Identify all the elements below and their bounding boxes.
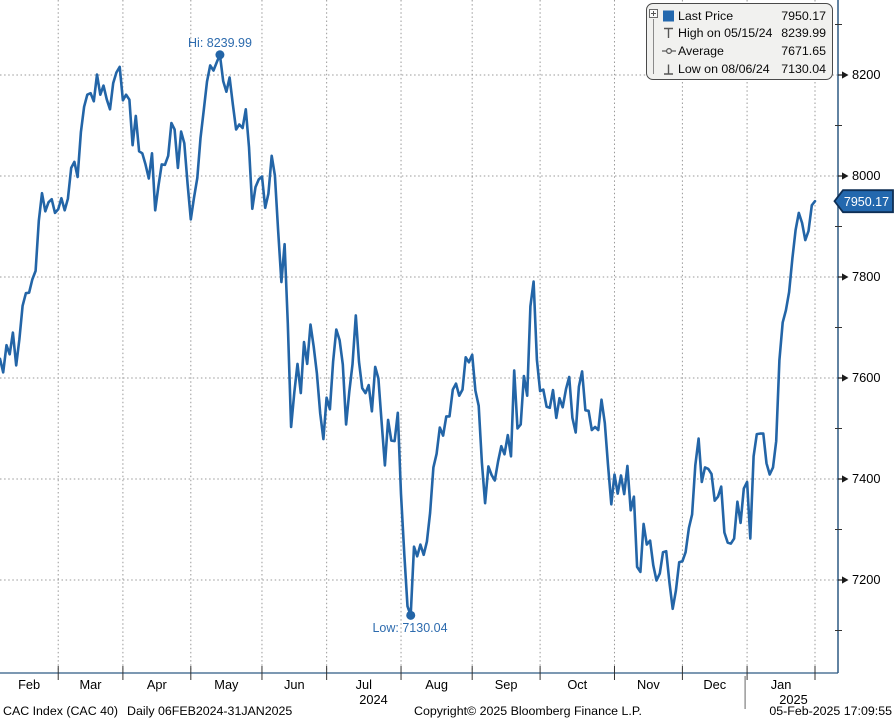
high-annotation: Hi: 8239.99 [188, 36, 252, 50]
y-axis-label: 8000 [852, 168, 881, 183]
low-whisker-icon [661, 62, 678, 76]
legend-value: 7671.65 [781, 43, 826, 58]
legend-value: 7950.17 [781, 8, 826, 23]
legend: Last Price 7950.17 High on 05/15/24 8239… [646, 3, 833, 80]
average-marker-icon [661, 44, 678, 58]
legend-value: 7130.04 [781, 61, 826, 76]
legend-row-last-price: Last Price 7950.17 [647, 7, 832, 25]
y-axis-label: 7800 [852, 269, 881, 284]
legend-collapse-icon[interactable] [649, 9, 658, 18]
y-axis-label: 7600 [852, 370, 881, 385]
x-axis-month-label: Oct [567, 677, 588, 692]
last-price-tag: 7950.17 [843, 195, 890, 209]
timestamp-text: 05-Feb-2025 17:09:55 [769, 704, 892, 718]
x-axis-month-label: Mar [79, 677, 102, 692]
legend-label: High on 05/15/24 [678, 26, 773, 41]
x-axis-month-label: Jun [283, 677, 305, 692]
x-axis-month-label: Apr [146, 677, 167, 692]
legend-row-average: Average 7671.65 [647, 42, 832, 60]
x-axis-month-label: Aug [425, 677, 448, 692]
legend-label: Low on 08/06/24 [678, 61, 770, 76]
range-text: Daily 06FEB2024-31JAN2025 [127, 704, 293, 718]
x-axis-month-label: Dec [703, 677, 727, 692]
security-name: CAC Index (CAC 40) [3, 704, 118, 718]
x-axis-month-label: Sep [494, 677, 518, 692]
year-label-2025: 2025 [779, 692, 808, 707]
copyright-text: Copyright© 2025 Bloomberg Finance L.P. [414, 704, 642, 718]
legend-row-high: High on 05/15/24 8239.99 [647, 25, 832, 43]
year-label-2024: 2024 [359, 692, 388, 707]
legend-value: 8239.99 [781, 26, 826, 41]
y-axis-label: 7200 [852, 572, 881, 587]
x-axis-month-label: May [214, 677, 239, 692]
y-axis-label: 8200 [852, 67, 881, 82]
x-axis-month-label: Feb [18, 677, 41, 692]
x-axis-month-label: Jul [355, 677, 373, 692]
status-bar: CAC Index (CAC 40) Daily 06FEB2024-31JAN… [0, 704, 895, 725]
legend-row-low: Low on 08/06/24 7130.04 [647, 60, 832, 78]
legend-bracket-line [653, 19, 654, 74]
legend-label: Last Price [678, 8, 734, 23]
last-price-square-icon [661, 9, 678, 23]
x-axis-month-label: Nov [637, 677, 660, 692]
x-axis-month-label: Jan [770, 677, 792, 692]
legend-label: Average [678, 43, 724, 58]
low-annotation: Low: 7130.04 [372, 621, 448, 635]
high-whisker-icon [661, 26, 678, 40]
y-axis-label: 7400 [852, 471, 881, 486]
